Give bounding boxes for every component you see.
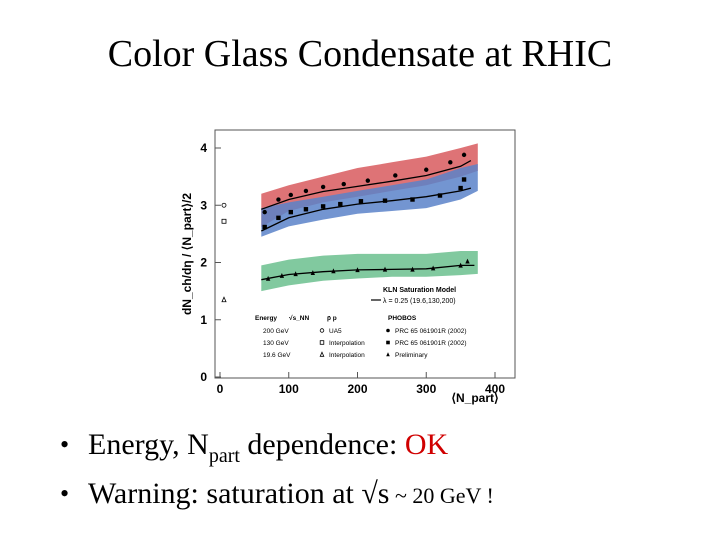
- legend-phobos-marker: [386, 328, 390, 333]
- x-axis-label: ⟨N_part⟩: [451, 391, 498, 405]
- x-tick-label: 400: [485, 382, 505, 396]
- slide-title: Color Glass Condensate at RHIC: [107, 33, 613, 75]
- phobos-kln-chart: 0 100 200 300 400 0 1 2 3 4 KLN Saturation Model …: [180, 129, 516, 405]
- x-tick-label: 100: [279, 382, 299, 396]
- data-point-130-gev: [276, 215, 281, 221]
- data-point-130-gev: [320, 204, 326, 209]
- data-point-200-gev: [262, 209, 267, 215]
- data-point-200-gev: [288, 192, 294, 198]
- data-point-19-6-gev: [465, 258, 470, 264]
- legend-pp-source: Interpolation: [329, 340, 365, 347]
- data-point-200-gev: [303, 188, 309, 194]
- data-point-19-6-gev: [355, 267, 360, 273]
- bullet-dot: •: [60, 479, 70, 508]
- bullet-text: Warning: saturation at: [88, 477, 362, 510]
- data-point-130-gev: [338, 201, 343, 207]
- data-point-200-gev: [320, 184, 326, 190]
- data-point-130-gev: [358, 199, 364, 204]
- y-tick-label: 4: [200, 141, 207, 155]
- data-point-130-gev: [303, 207, 309, 212]
- model-curve-130-gev: [261, 187, 472, 232]
- data-point-200-gev: [341, 181, 346, 187]
- legend-header-sqrtsnn: √s_NN: [289, 314, 309, 322]
- bullet-text: ~ 20 GeV !: [389, 483, 494, 508]
- model-params: λ = 0.25 (19.6,130,200): [383, 298, 456, 305]
- x-tick-label: 0: [217, 382, 224, 396]
- pp-point: [221, 202, 227, 208]
- data-point-200-gev: [424, 167, 429, 172]
- legend-phobos-ref: PRC 65 061901R (2002): [395, 328, 467, 335]
- legend-pp-marker: [319, 328, 325, 333]
- pp-point: [221, 296, 227, 303]
- data-point-130-gev: [262, 224, 267, 230]
- data-point-130-gev: [382, 198, 388, 203]
- axes: 0 100 200 300 400 0 1 2 3 4: [200, 141, 505, 396]
- legend-phobos-ref: PRC 65 061901R (2002): [395, 340, 467, 347]
- data-point-19-6-gev: [279, 272, 285, 278]
- legend-energy: 19.6 GeV: [263, 352, 291, 359]
- x-tick-label: 200: [347, 382, 367, 396]
- y-tick-label: 2: [200, 256, 207, 270]
- bullet-text: dependence:: [239, 428, 405, 461]
- legend-energy: 130 GeV: [263, 340, 289, 347]
- data-point-19-6-gev: [310, 270, 316, 276]
- legend-header-phobos: PHOBOS: [388, 315, 417, 322]
- data-point-200-gev: [461, 152, 467, 158]
- data-point-19-6-gev: [293, 271, 298, 277]
- y-tick-label: 3: [200, 198, 207, 212]
- legend-pp-marker: [319, 351, 325, 357]
- legend-phobos-marker: [386, 340, 390, 345]
- legend-phobos-marker: [386, 352, 390, 357]
- band-130-gev: [261, 164, 478, 237]
- bullet-text: Energy, N: [88, 428, 209, 461]
- legend-pp-marker: [319, 340, 325, 345]
- data-point-130-gev: [461, 177, 467, 182]
- band-19-6-gev: [261, 251, 478, 292]
- pp-point: [221, 218, 227, 224]
- x-tick-label: 300: [416, 382, 436, 396]
- model-label: KLN Saturation Model: [383, 287, 456, 294]
- data-point-19-6-gev: [410, 266, 415, 272]
- legend-pp-source: Interpolation: [329, 352, 365, 359]
- data-point-130-gev: [437, 193, 443, 198]
- data-point-200-gev: [448, 160, 453, 165]
- data-point-19-6-gev: [382, 266, 388, 272]
- legend-energy: 200 GeV: [263, 328, 289, 335]
- y-tick-label: 0: [200, 370, 207, 384]
- bullet-list: • Energy, Npart dependence: OK • Warning: …: [60, 422, 494, 519]
- data-point-19-6-gev: [265, 275, 271, 281]
- data-point-200-gev: [393, 173, 398, 178]
- legend-header-energy: Energy: [255, 315, 277, 322]
- y-axis-label: dN_ch/dη / ⟨N_part⟩/2: [180, 193, 194, 315]
- y-tick-label: 1: [200, 313, 207, 327]
- sqrt-s: √s: [361, 477, 390, 510]
- ok-highlight: OK: [404, 428, 449, 461]
- bullet-dot: •: [60, 430, 70, 459]
- data-points: [262, 152, 470, 281]
- model-curve-200-gev: [261, 160, 472, 210]
- data-point-19-6-gev: [430, 265, 436, 271]
- data-point-19-6-gev: [331, 268, 336, 274]
- data-point-200-gev: [365, 178, 371, 183]
- bullet-saturation-warning: • Warning: saturation at √s ~ 20 GeV !: [60, 471, 494, 519]
- npart-subscript: part: [208, 445, 240, 467]
- legend-table: Energy √s_NN p̄ p PHOBOS 200 GeV UA5 PRC 65 06…: [255, 314, 467, 359]
- legend-phobos-ref: Preliminary: [395, 352, 428, 359]
- legend-header-pp: p̄ p: [327, 314, 337, 322]
- pp-reference-points: [221, 202, 227, 303]
- bullet-energy-dependence: • Energy, Npart dependence: OK: [60, 422, 494, 471]
- data-point-130-gev: [410, 197, 415, 202]
- model-label-group: KLN Saturation Model λ = 0.25 (19.6,130,…: [371, 287, 456, 305]
- data-point-200-gev: [276, 197, 281, 202]
- data-point-19-6-gev: [458, 262, 463, 268]
- data-point-130-gev: [288, 209, 294, 215]
- legend-pp-source: UA5: [329, 328, 342, 335]
- data-point-130-gev: [458, 185, 463, 191]
